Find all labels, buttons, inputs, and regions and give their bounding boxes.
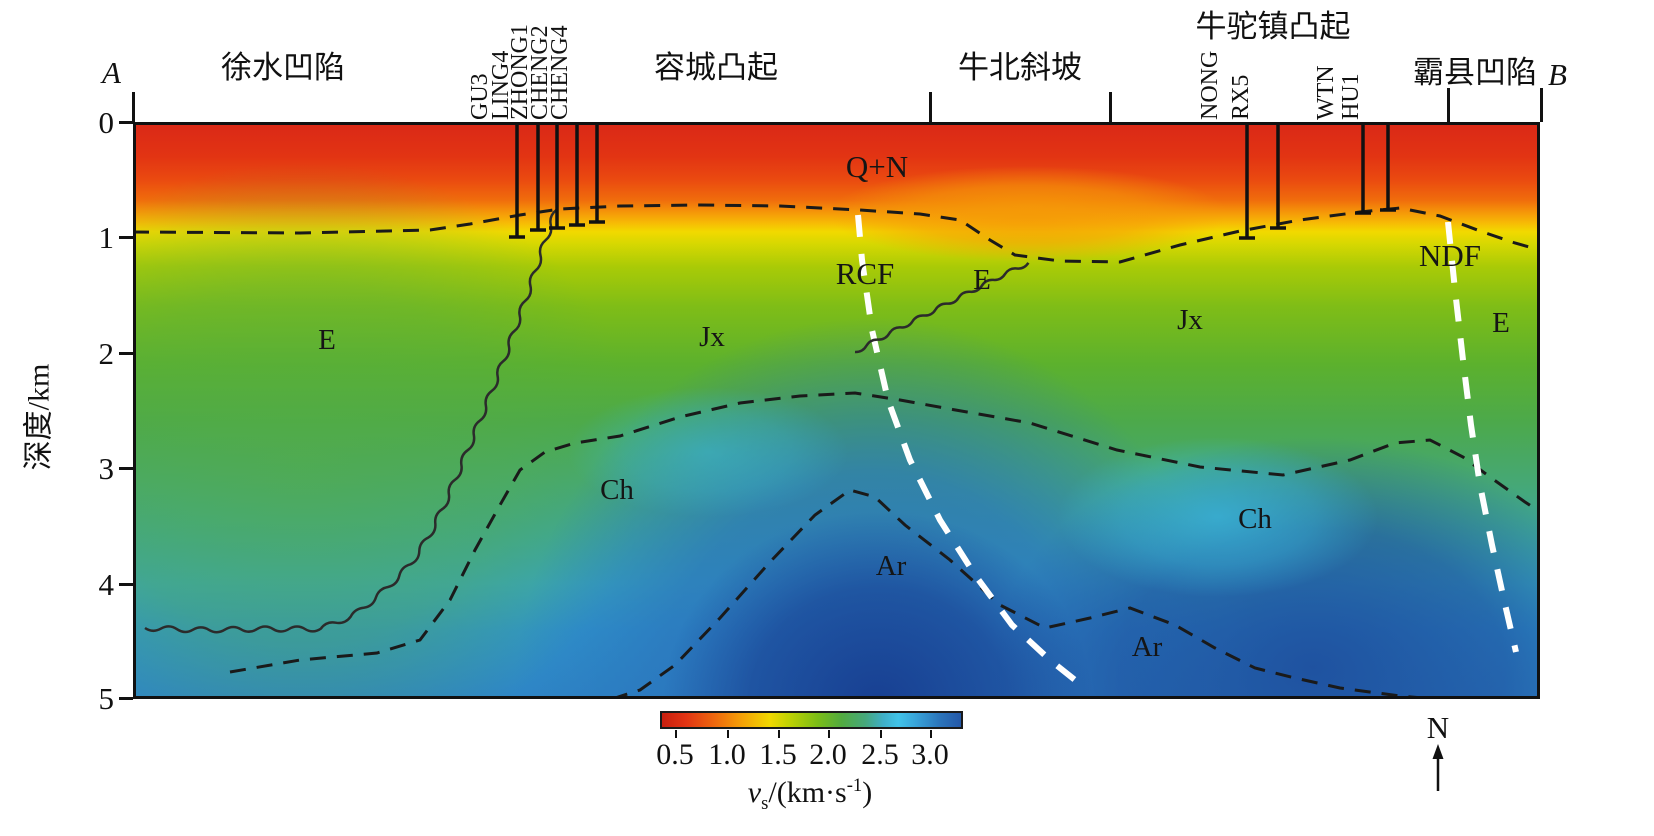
- section-plot-area: [0, 122, 1633, 836]
- ytick-label-3: 3: [98, 451, 115, 486]
- vs-symbol: v: [747, 776, 762, 809]
- ytick-3: [119, 467, 133, 470]
- north-arrow-icon: [1432, 744, 1444, 791]
- cbtick-2: [778, 730, 780, 738]
- velocity-colorbar: [660, 711, 963, 729]
- well-label-hu1: HU1: [1338, 73, 1364, 120]
- ytick-label-5: 5: [98, 681, 115, 716]
- fault-label-rcf: RCF: [835, 256, 895, 291]
- ch-top-boundary: [229, 391, 1541, 674]
- velocity-heatmap: [0, 122, 1633, 836]
- cb-num-4: 2.5: [861, 738, 899, 771]
- ar-top-boundary: [611, 488, 1424, 701]
- region-label-rongcheng-uplift: 容城凸起: [654, 50, 778, 85]
- orange-pocket-top: [828, 166, 1228, 262]
- vs-unit-mid: /(km·s: [768, 776, 847, 809]
- profile-endpoint-b: B: [1548, 57, 1567, 92]
- strata-label-ch-right: Ch: [1238, 503, 1272, 535]
- cbtick-3: [828, 730, 830, 738]
- low-velocity-basin-blob: [0, 162, 643, 762]
- depth-axis-title: 深度/km: [22, 363, 56, 471]
- well-label-nong: NONG: [1197, 50, 1223, 120]
- strata-label-ch-left: Ch: [600, 474, 634, 506]
- cbtick-1: [727, 730, 729, 738]
- strata-label-ar-right: Ar: [1131, 631, 1163, 663]
- ytick-label-1: 1: [98, 220, 115, 255]
- top-tick-3: [1447, 88, 1450, 122]
- cbtick-4: [880, 730, 882, 738]
- cbtick-5: [930, 730, 932, 738]
- region-label-xushui-sag: 徐水凹陷: [221, 50, 345, 85]
- strata-label-qn: Q+N: [845, 149, 909, 184]
- plot-frame: [133, 122, 1540, 699]
- vs-unit-close: ): [862, 776, 873, 809]
- cb-num-0: 0.5: [656, 738, 694, 771]
- top-tick-right-edge: [1540, 88, 1543, 122]
- ytick-4: [119, 583, 133, 586]
- region-label-niubei-slope: 牛北斜坡: [958, 50, 1082, 85]
- cb-num-3: 2.0: [809, 738, 847, 771]
- vs-superscript: -1: [846, 775, 863, 796]
- region-label-niutuozhen-uplift: 牛驼镇凸起: [1195, 9, 1351, 44]
- ytick-label-2: 2: [98, 336, 115, 371]
- ndf-fault-trace: [1445, 221, 1519, 653]
- strata-label-e-mid: E: [973, 264, 991, 296]
- vs-subscript: s: [761, 793, 769, 814]
- cb-num-5: 3.0: [911, 738, 949, 771]
- strata-label-e-left: E: [318, 324, 336, 356]
- ytick-label-0: 0: [98, 105, 115, 140]
- well-lines-left: [509, 122, 605, 239]
- profile-endpoint-a: A: [102, 55, 121, 90]
- fault-label-ndf: NDF: [1418, 238, 1481, 273]
- strata-label-jx-left: Jx: [699, 321, 725, 353]
- well-lines-right: [1239, 122, 1396, 240]
- cb-num-1: 1.0: [708, 738, 746, 771]
- qn-base-boundary: [132, 203, 1541, 264]
- strata-label-jx-right: Jx: [1177, 304, 1203, 336]
- rcf-fault-trace: [855, 214, 1087, 691]
- cbtick-0: [675, 730, 677, 738]
- well-label-rx5: RX5: [1228, 74, 1254, 120]
- cyan-pocket-right: [1058, 437, 1378, 597]
- ytick-label-4: 4: [98, 567, 115, 602]
- ytick-2: [119, 352, 133, 355]
- cb-num-2: 1.5: [759, 738, 797, 771]
- north-label: N: [1426, 710, 1450, 745]
- ytick-1: [119, 236, 133, 239]
- cyan-pocket-left: [568, 387, 848, 517]
- top-tick-2: [1109, 92, 1112, 122]
- ytick-5: [119, 697, 133, 700]
- wavy-unconformity-left: [144, 209, 558, 634]
- top-tick-left-edge: [132, 92, 135, 122]
- region-label-baxian-sag: 霸县凹陷: [1413, 55, 1537, 90]
- ytick-0: [119, 121, 133, 124]
- wavy-unconformity-middle: [854, 262, 1030, 354]
- strata-label-e-right: E: [1492, 307, 1510, 339]
- colorbar-unit-label: vs/(km·s-1): [748, 775, 872, 815]
- well-label-wtn: WTN: [1313, 65, 1339, 120]
- strata-label-ar-left: Ar: [875, 550, 907, 582]
- top-tick-1: [929, 92, 932, 122]
- well-label-cheng4: CHENG4: [547, 25, 573, 120]
